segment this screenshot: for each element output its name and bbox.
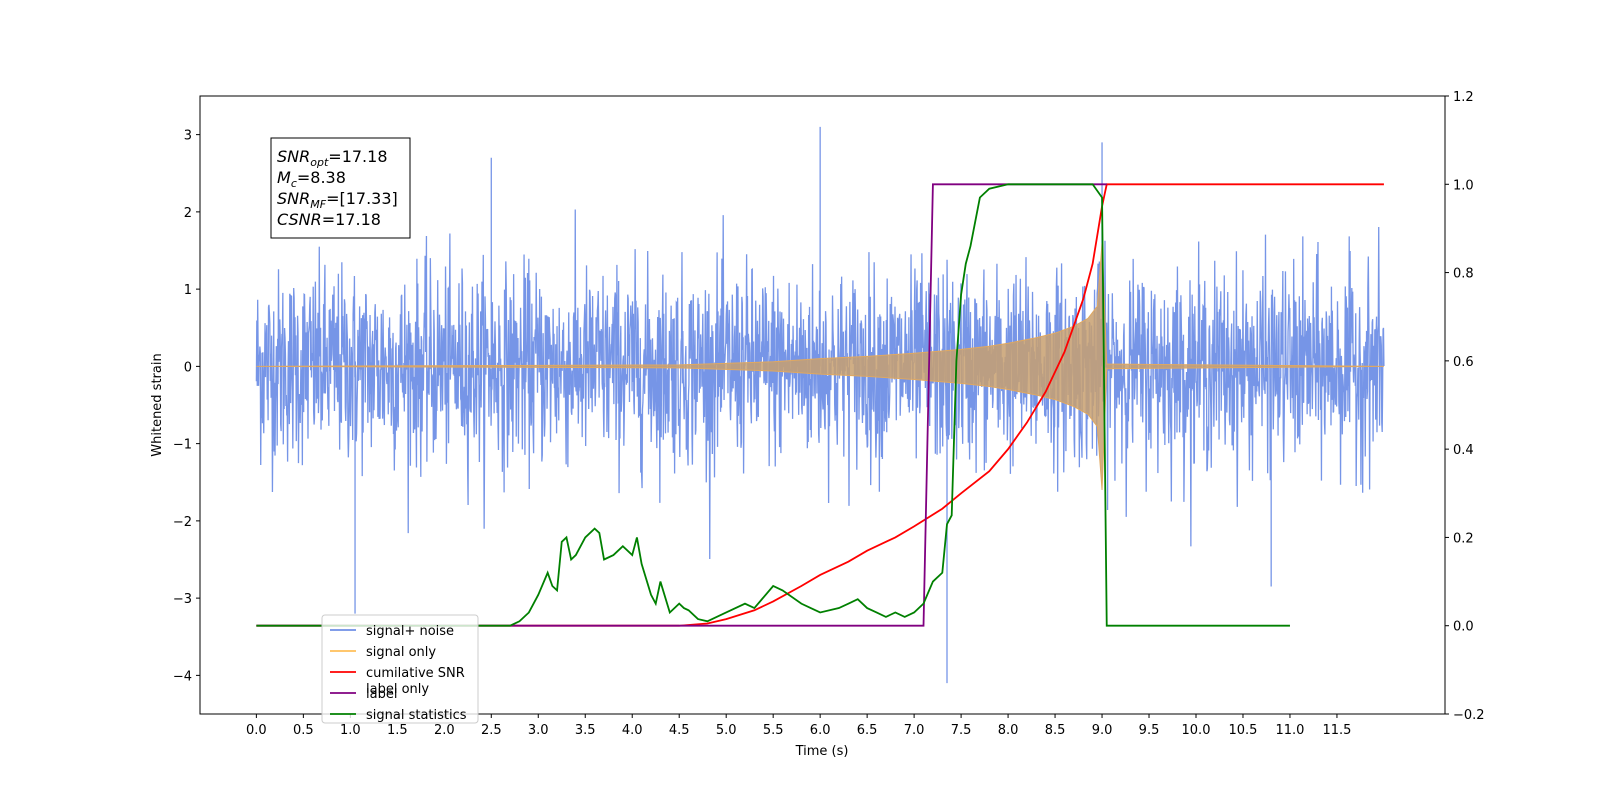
annotation-text: SNRopt=17.18 Mc=8.38 SNRMF=[17.33] CSNR=17.… — [277, 147, 398, 229]
x-tick-label: 0.5 — [293, 723, 314, 738]
y-tick-label: −4 — [173, 669, 192, 684]
y-tick-label: 3 — [184, 129, 192, 144]
x-axis: 0.0 0.5 1.0 1.5 2.0 2.5 3.0 3.5 4.0 4.5 5.0 5.5 6.0 6… — [246, 714, 1351, 738]
x-tick-label: 10.5 — [1229, 723, 1258, 738]
y2-tick-label: −0.2 — [1453, 708, 1485, 723]
x-tick-label: 7.5 — [951, 723, 972, 738]
annotation-subscript: opt — [310, 156, 329, 169]
x-tick-label: 2.0 — [434, 723, 455, 738]
y-tick-label: −1 — [173, 438, 192, 453]
x-tick-label: 3.5 — [575, 723, 596, 738]
x-tick-label: 4.0 — [622, 723, 643, 738]
plot-frame — [199, 95, 1446, 715]
y2-tick-label: 0.0 — [1453, 620, 1474, 635]
y2-tick-label: 1.2 — [1453, 90, 1474, 105]
legend-hidden-text: label only — [366, 682, 429, 697]
y-tick-label: −3 — [173, 592, 192, 607]
series-signal-statistics — [256, 183, 1290, 627]
x-tick-label: 1.5 — [387, 723, 408, 738]
y-axis-label: Whitened strain — [150, 353, 165, 456]
y2-tick-label: 0.8 — [1453, 267, 1474, 282]
annotation-subscript: c — [291, 177, 297, 190]
x-tick-label: 9.5 — [1139, 723, 1160, 738]
x-tick-label: 11.5 — [1322, 723, 1351, 738]
x-tick-label: 9.0 — [1092, 723, 1113, 738]
x-tick-label: 10.0 — [1182, 723, 1211, 738]
annotation-line: CSNR — [277, 210, 322, 229]
x-tick-label: 8.5 — [1045, 723, 1066, 738]
x-tick-label: 6.5 — [857, 723, 878, 738]
legend-label: signal statistics — [366, 708, 467, 723]
annotation-value: =17.18 — [322, 210, 381, 229]
x-tick-label: 8.0 — [998, 723, 1019, 738]
annotation-line: SNR — [277, 147, 310, 166]
x-axis-label: Time (s) — [795, 744, 849, 759]
x-tick-label: 7.0 — [904, 723, 925, 738]
y-tick-label: −2 — [173, 515, 192, 530]
series-cumilative-snr — [256, 183, 1384, 627]
x-tick-label: 6.0 — [810, 723, 831, 738]
x-tick-label: 3.0 — [528, 723, 549, 738]
legend-label: cumilative SNR — [366, 666, 465, 681]
plot-area — [255, 126, 1385, 684]
y2-tick-label: 0.2 — [1453, 531, 1474, 546]
y-axis-right: 1.2 1.0 0.8 0.6 0.4 0.2 0.0 −0.2 — [1445, 90, 1485, 723]
y-tick-label: 0 — [184, 360, 192, 375]
x-tick-label: 4.5 — [669, 723, 690, 738]
annotation-value: =8.38 — [297, 168, 346, 187]
x-tick-label: 5.5 — [763, 723, 784, 738]
legend-label: signal+ noise — [366, 624, 454, 639]
series-signal-noise — [255, 126, 1385, 684]
annotation-line: SNR — [277, 189, 310, 208]
annotation-value: =[17.33] — [326, 189, 398, 208]
legend-frame — [321, 614, 479, 724]
legend-label: signal only — [366, 645, 436, 660]
legend-label: label — [366, 687, 397, 702]
annotation-box: SNRopt=17.18 Mc=8.38 SNRMF=[17.33] CSNR=17.… — [270, 137, 411, 239]
y-tick-label: 2 — [184, 206, 192, 221]
y2-tick-label: 0.6 — [1453, 355, 1474, 370]
series-label — [256, 183, 1107, 627]
y2-tick-label: 0.4 — [1453, 443, 1474, 458]
x-tick-label: 11.0 — [1275, 723, 1304, 738]
y2-tick-label: 1.0 — [1453, 178, 1474, 193]
x-tick-label: 2.5 — [481, 723, 502, 738]
y-axis-left: 3 2 1 0 −1 −2 −3 −4 — [173, 129, 200, 684]
x-tick-label: 1.0 — [340, 723, 361, 738]
x-tick-label: 0.0 — [246, 723, 267, 738]
legend: label only signal+ noise signal only cumila… — [321, 614, 479, 724]
x-tick-label: 5.0 — [716, 723, 737, 738]
y-tick-label: 1 — [184, 283, 192, 298]
annotation-value: =17.18 — [328, 147, 387, 166]
annotation-line: M — [277, 168, 291, 187]
annotation-subscript: MF — [310, 198, 326, 211]
